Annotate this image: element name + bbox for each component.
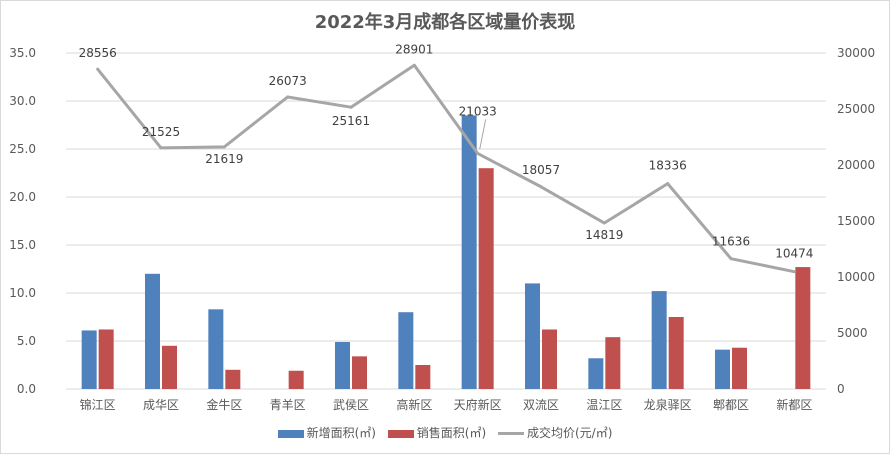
bar-sold-area — [605, 337, 621, 389]
bar-sold-area — [162, 345, 177, 389]
bar-sold-area — [668, 317, 684, 389]
price-point — [539, 185, 543, 189]
bar-sold-area — [98, 329, 114, 389]
legend-label-new-area: 新增面积(㎡) — [306, 426, 376, 440]
category-label: 成华区 — [143, 398, 179, 412]
price-point — [159, 146, 163, 150]
left-axis: 0.0 5.0 10.0 15.0 20.0 25.0 30.0 35.0 — [9, 46, 36, 396]
price-point — [286, 95, 290, 99]
bar-sold-area — [795, 267, 811, 389]
category-label: 双流区 — [523, 398, 559, 412]
price-data-label: 11636 — [712, 235, 750, 249]
bar-sold-area — [352, 356, 367, 389]
price-data-label: 28556 — [79, 46, 117, 60]
category-label: 龙泉驿区 — [644, 398, 692, 412]
label-leader-line — [479, 119, 487, 150]
bar-sold-area — [542, 329, 557, 389]
right-tick-label: 15000 — [837, 214, 875, 228]
price-point — [602, 221, 606, 225]
bar-new-area — [81, 330, 97, 389]
price-point — [96, 67, 100, 71]
price-point — [412, 63, 416, 67]
bar-new-area — [335, 341, 350, 389]
left-tick-label: 10.0 — [9, 286, 36, 300]
category-label: 高新区 — [396, 397, 432, 412]
right-tick-label: 25000 — [837, 102, 875, 116]
bar-new-area — [145, 273, 160, 389]
category-label: 天府新区 — [454, 397, 502, 412]
price-line-path — [96, 63, 795, 274]
bar-sold-area — [225, 369, 241, 389]
price-data-label: 10474 — [775, 247, 813, 261]
bar-new-area — [588, 358, 604, 389]
right-tick-label: 30000 — [837, 46, 875, 60]
price-data-label: 26073 — [269, 74, 307, 88]
price-data-label: 18336 — [649, 159, 687, 173]
right-tick-label: 10000 — [837, 270, 875, 284]
category-label: 锦江区 — [80, 398, 116, 412]
price-point — [666, 182, 670, 186]
right-axis: 0 5000 10000 15000 20000 25000 30000 — [837, 46, 875, 396]
gridlines — [66, 52, 826, 390]
legend-swatch-avg-price — [497, 432, 524, 435]
left-tick-label: 20.0 — [9, 190, 36, 204]
price-point — [476, 151, 480, 155]
category-label: 武侯区 — [333, 398, 369, 412]
price-point — [222, 145, 226, 149]
legend-item-avg-price: 成交均价(元/㎡) — [497, 424, 613, 441]
bar-new-area — [525, 283, 540, 389]
price-data-label: 14819 — [585, 228, 623, 242]
legend-label-sold-area: 销售面积(㎡) — [416, 426, 487, 440]
category-label: 新都区 — [776, 397, 812, 412]
category-axis: 锦江区 成华区 金牛区 青羊区 武侯区 高新区 天府新区 双流区 温江区 龙泉驿区 郫都区 新都区 — [80, 397, 813, 412]
price-point — [792, 270, 796, 274]
category-label: 郫都区 — [713, 397, 749, 412]
category-label: 温江区 — [586, 398, 622, 412]
price-data-label: 21033 — [459, 104, 497, 118]
left-tick-label: 25.0 — [9, 142, 36, 156]
price-point — [349, 105, 353, 109]
left-tick-label: 15.0 — [9, 238, 36, 252]
price-line — [96, 63, 796, 274]
category-label: 青羊区 — [270, 397, 306, 412]
bar-sold-area — [478, 168, 494, 389]
bar-sold-area — [288, 370, 304, 389]
right-tick-label: 20000 — [837, 158, 875, 172]
bar-new-area — [715, 349, 730, 389]
right-tick-label: 5000 — [837, 326, 868, 340]
bar-sold-area — [732, 347, 747, 389]
legend-item-sold-area: 销售面积(㎡) — [387, 424, 487, 441]
bar-new-area — [398, 312, 414, 389]
price-data-label: 21525 — [142, 125, 180, 139]
legend-swatch-new-area — [277, 429, 304, 438]
right-tick-label: 0 — [837, 382, 845, 396]
data-labels: 28556 21525 21619 26073 25161 28901 21033 18057… — [79, 42, 814, 260]
bars — [81, 115, 811, 390]
price-data-label: 25161 — [332, 114, 370, 128]
price-data-label: 21619 — [205, 152, 243, 166]
bar-sold-area — [415, 365, 431, 389]
left-tick-label: 5.0 — [17, 334, 36, 348]
price-data-label: 28901 — [395, 42, 433, 56]
price-point — [729, 257, 733, 261]
legend-swatch-sold-area — [387, 429, 414, 438]
legend-item-new-area: 新增面积(㎡) — [277, 424, 376, 441]
category-label: 金牛区 — [206, 397, 242, 412]
legend: 新增面积(㎡) 销售面积(㎡) 成交均价(元/㎡) — [0, 424, 890, 441]
legend-label-avg-price: 成交均价(元/㎡) — [526, 426, 613, 440]
left-tick-label: 30.0 — [9, 94, 36, 108]
bar-new-area — [651, 291, 667, 389]
left-tick-label: 35.0 — [9, 46, 36, 60]
bar-new-area — [208, 309, 224, 389]
left-tick-label: 0.0 — [17, 382, 36, 396]
chart-title: 2022年3月成都各区域量价表现 — [314, 12, 576, 33]
price-data-label: 18057 — [522, 163, 560, 177]
bar-new-area — [461, 115, 477, 390]
